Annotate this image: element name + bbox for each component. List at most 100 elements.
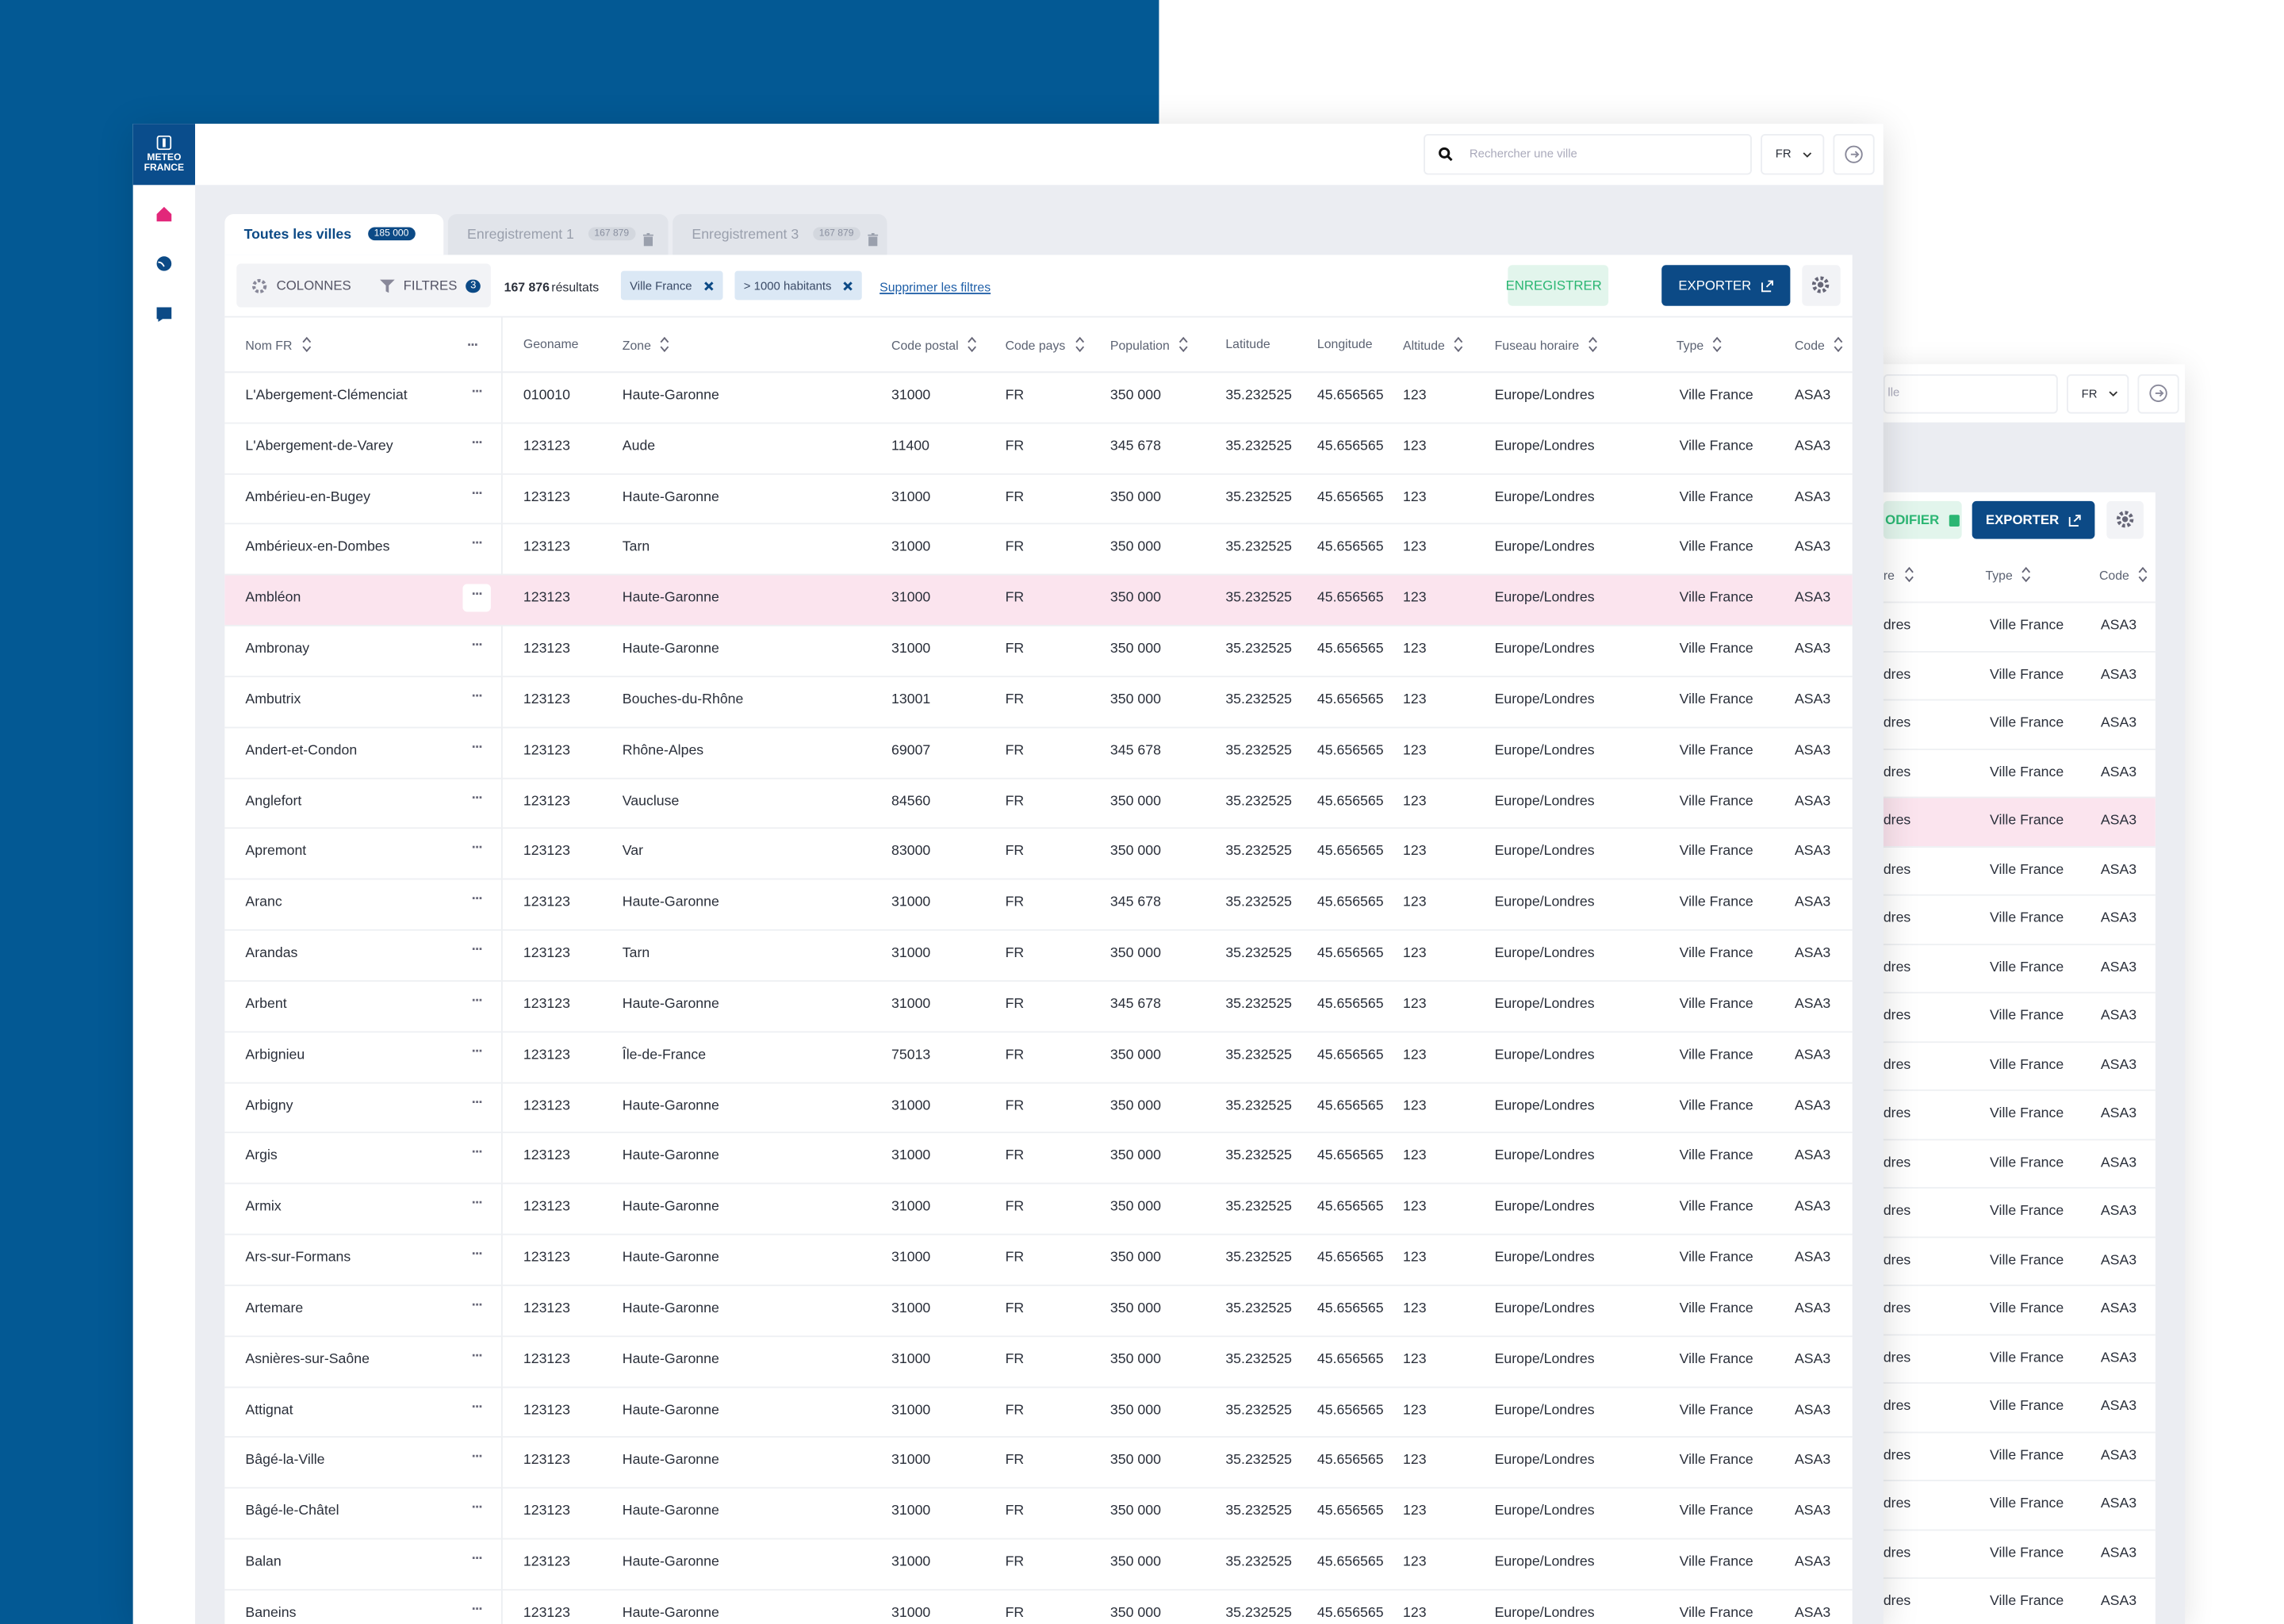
tab[interactable]: Toutes les villes 185 000 bbox=[224, 214, 444, 255]
sort-icon[interactable] bbox=[1454, 336, 1464, 353]
table-row[interactable] bbox=[224, 1031, 1853, 1082]
sort-icon[interactable] bbox=[2138, 566, 2148, 583]
column-header[interactable]: Code bbox=[2099, 566, 2148, 583]
table-row[interactable] bbox=[224, 1538, 1853, 1589]
table-row[interactable] bbox=[1883, 1235, 2156, 1285]
row-menu[interactable]: ··· bbox=[471, 688, 484, 705]
row-menu[interactable]: ··· bbox=[471, 942, 484, 959]
table-row[interactable] bbox=[224, 523, 1853, 574]
table-row[interactable] bbox=[1883, 699, 2156, 749]
save-button[interactable]: ENREGISTRER bbox=[1506, 265, 1609, 306]
filter-chip[interactable]: > 1000 habitants bbox=[734, 270, 863, 301]
table-row[interactable] bbox=[1883, 894, 2156, 944]
table-row[interactable] bbox=[224, 980, 1853, 1031]
table-row[interactable] bbox=[1883, 1382, 2156, 1431]
column-header[interactable]: Altitude bbox=[1403, 336, 1464, 353]
sort-icon[interactable] bbox=[1834, 336, 1844, 353]
row-menu[interactable]: ··· bbox=[471, 790, 484, 806]
table-row[interactable] bbox=[1883, 1040, 2156, 1090]
filters-button[interactable]: FILTRES 3 bbox=[370, 263, 491, 308]
table-row[interactable] bbox=[224, 929, 1853, 980]
table-row[interactable] bbox=[224, 1487, 1853, 1538]
table-row[interactable] bbox=[1883, 1186, 2156, 1236]
row-menu[interactable]: ··· bbox=[471, 1399, 484, 1415]
table-row[interactable] bbox=[224, 574, 1853, 626]
row-menu[interactable]: ··· bbox=[471, 1450, 484, 1466]
table-row[interactable] bbox=[224, 1082, 1853, 1132]
tab[interactable]: Enregistrement 1 167 879 bbox=[447, 214, 669, 255]
row-menu[interactable]: ··· bbox=[471, 891, 484, 908]
row-menu[interactable]: ··· bbox=[471, 1602, 484, 1618]
language-select[interactable]: FR bbox=[1761, 133, 1825, 175]
table-row[interactable] bbox=[224, 1182, 1853, 1234]
table-row[interactable] bbox=[224, 1335, 1853, 1386]
sort-icon[interactable] bbox=[968, 336, 978, 353]
row-menu[interactable]: ··· bbox=[471, 536, 484, 553]
sort-icon[interactable] bbox=[301, 336, 312, 353]
delete-icon[interactable] bbox=[868, 228, 879, 254]
column-header[interactable]: Code pays bbox=[1006, 336, 1085, 353]
logout-button[interactable] bbox=[1833, 133, 1875, 175]
row-menu[interactable]: ··· bbox=[462, 584, 491, 613]
table-row[interactable] bbox=[224, 1132, 1853, 1183]
table-row[interactable] bbox=[224, 777, 1853, 828]
table-row[interactable] bbox=[1883, 943, 2156, 992]
filter-chip[interactable]: Ville France bbox=[620, 270, 723, 301]
row-menu[interactable]: ··· bbox=[471, 739, 484, 756]
column-header[interactable]: Code postal bbox=[891, 336, 978, 353]
table-row[interactable] bbox=[1883, 650, 2156, 699]
row-menu[interactable]: ··· bbox=[471, 1145, 484, 1162]
table-row[interactable] bbox=[224, 1233, 1853, 1285]
table-row[interactable] bbox=[1883, 1285, 2156, 1334]
row-menu[interactable]: ··· bbox=[471, 435, 484, 452]
globe-icon[interactable] bbox=[155, 255, 173, 272]
column-header[interactable]: Zone bbox=[623, 336, 670, 353]
table-row[interactable] bbox=[224, 1588, 1853, 1624]
row-menu[interactable]: ··· bbox=[471, 384, 484, 401]
table-row[interactable] bbox=[224, 1385, 1853, 1437]
row-menu[interactable]: ··· bbox=[471, 993, 484, 1009]
delete-icon[interactable] bbox=[642, 228, 653, 254]
row-menu[interactable]: ··· bbox=[471, 1247, 484, 1263]
table-row[interactable] bbox=[1883, 1577, 2156, 1624]
column-header[interactable]: Code bbox=[1795, 336, 1844, 353]
remove-icon[interactable] bbox=[703, 281, 714, 291]
column-header[interactable]: Fuseau horaire bbox=[1495, 336, 1599, 353]
column-header[interactable]: Nom FR bbox=[245, 336, 312, 353]
clear-filters[interactable]: Supprimer les filtres bbox=[879, 279, 991, 295]
column-header[interactable]: Type bbox=[1677, 336, 1723, 353]
settings-button[interactable] bbox=[2106, 500, 2144, 539]
home-icon[interactable] bbox=[155, 205, 173, 223]
back-language[interactable]: FR bbox=[2066, 374, 2129, 414]
row-menu[interactable]: ··· bbox=[471, 1044, 484, 1060]
back-search[interactable]: lle bbox=[1883, 374, 2058, 414]
settings-button[interactable] bbox=[1802, 265, 1841, 306]
edit-button[interactable]: ODIFIER bbox=[1883, 500, 1962, 539]
row-menu[interactable]: ··· bbox=[467, 338, 479, 354]
search-box[interactable]: Rechercher une ville bbox=[1424, 133, 1752, 175]
row-menu[interactable]: ··· bbox=[471, 1297, 484, 1314]
table-row[interactable] bbox=[1883, 748, 2156, 797]
remove-icon[interactable] bbox=[843, 281, 853, 291]
table-row[interactable] bbox=[224, 473, 1853, 523]
sort-icon[interactable] bbox=[1712, 336, 1723, 353]
table-row[interactable] bbox=[224, 828, 1853, 879]
table-row[interactable] bbox=[224, 726, 1853, 777]
table-row[interactable] bbox=[1883, 1528, 2156, 1578]
sort-icon[interactable] bbox=[1178, 336, 1189, 353]
sort-icon[interactable] bbox=[2021, 566, 2032, 583]
sort-icon[interactable] bbox=[1903, 566, 1914, 583]
row-menu[interactable]: ··· bbox=[471, 1196, 484, 1212]
export-button[interactable]: EXPORTER bbox=[1972, 500, 2095, 539]
column-header[interactable]: re bbox=[1884, 566, 1914, 583]
chat-icon[interactable] bbox=[155, 306, 173, 324]
column-header[interactable]: Type bbox=[1985, 566, 2032, 583]
back-logout[interactable] bbox=[2137, 374, 2179, 414]
table-row[interactable] bbox=[1883, 601, 2156, 651]
row-menu[interactable]: ··· bbox=[471, 1348, 484, 1365]
table-row[interactable] bbox=[224, 676, 1853, 726]
table-row[interactable] bbox=[1883, 796, 2156, 846]
sort-icon[interactable] bbox=[660, 336, 670, 353]
table-row[interactable] bbox=[1883, 1333, 2156, 1383]
table-row[interactable] bbox=[224, 1436, 1853, 1488]
